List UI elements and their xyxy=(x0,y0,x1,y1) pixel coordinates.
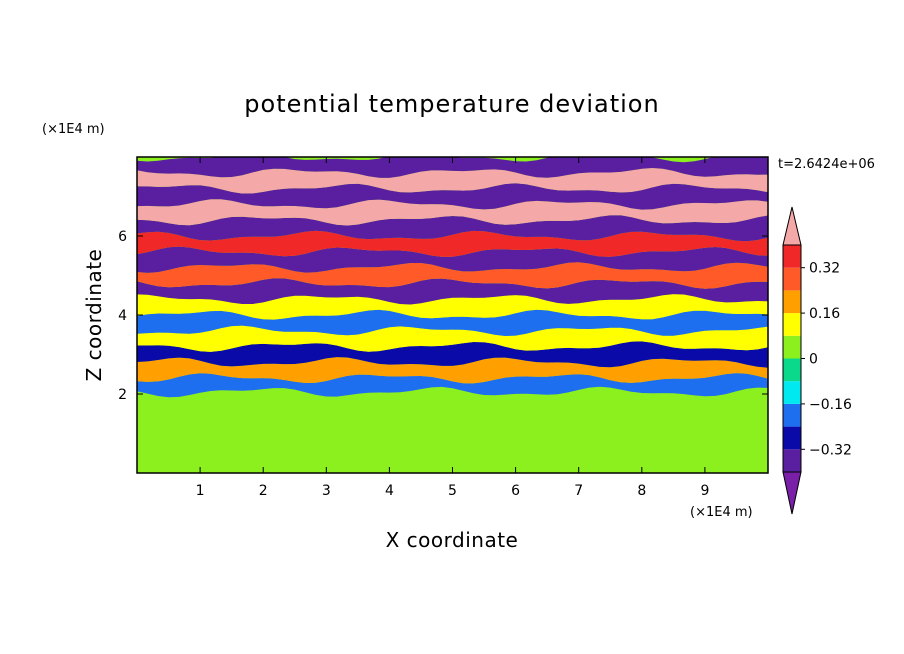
field-band xyxy=(137,262,768,289)
field-band xyxy=(137,157,768,178)
colorbar-segment xyxy=(783,449,801,472)
colorbar-tick-label: 0 xyxy=(809,352,818,368)
y-axis-label: Z coordinate xyxy=(82,249,106,382)
colorbar-tick-label: −0.32 xyxy=(809,442,852,458)
field-band xyxy=(137,377,768,427)
time-label: t=2.6424e+06 xyxy=(778,157,875,172)
y-axis: 2 4 6 xyxy=(118,229,768,403)
colorbar-tick-label: −0.16 xyxy=(809,397,852,413)
x-axis-label: X coordinate xyxy=(386,528,519,552)
x-tick-label: 1 xyxy=(196,483,205,499)
x-tick-label: 4 xyxy=(385,483,394,499)
x-tick-label: 9 xyxy=(700,483,709,499)
colorbar-segment xyxy=(783,313,801,336)
colorbar: 0.32 0.16 0 −0.16 −0.32 xyxy=(782,206,852,515)
field-band xyxy=(137,215,768,242)
field-band xyxy=(137,325,768,352)
colorbar-segment xyxy=(783,267,801,291)
field-band xyxy=(137,294,768,320)
y-tick-label: 4 xyxy=(118,308,127,324)
colorbar-segment xyxy=(783,245,801,268)
y-unit-label: (×1E4 m) xyxy=(42,122,105,137)
field-band xyxy=(137,309,768,336)
field-band xyxy=(137,341,768,368)
field-band xyxy=(137,230,768,257)
field-band xyxy=(137,183,768,210)
field-band xyxy=(137,246,768,273)
field-band xyxy=(137,199,768,226)
field-band xyxy=(137,168,768,194)
field-band xyxy=(137,357,768,384)
x-tick-label: 7 xyxy=(574,483,583,499)
colorbar-tick-label: 0.32 xyxy=(809,261,840,277)
x-tick-label: 5 xyxy=(448,483,457,499)
contour-field xyxy=(137,157,768,473)
field-band xyxy=(137,278,768,305)
plot-area: 1 2 3 4 5 6 7 8 9 2 4 6 xyxy=(118,156,769,499)
y-tick-label: 6 xyxy=(118,229,127,245)
colorbar-segment xyxy=(783,358,801,382)
colorbar-min-arrow xyxy=(782,471,802,515)
colorbar-max-arrow xyxy=(782,206,802,246)
y-tick-label: 2 xyxy=(118,387,127,403)
chart-title: potential temperature deviation xyxy=(244,90,659,118)
field-band xyxy=(137,373,768,398)
x-axis: 1 2 3 4 5 6 7 8 9 xyxy=(196,157,709,499)
colorbar-segment xyxy=(783,403,801,427)
x-tick-label: 3 xyxy=(322,483,331,499)
colorbar-segment xyxy=(783,290,801,314)
colorbar-segment xyxy=(783,381,801,404)
x-tick-label: 2 xyxy=(259,483,268,499)
field-band xyxy=(137,425,768,473)
colorbar-tick-label: 0.16 xyxy=(809,306,840,322)
x-tick-label: 8 xyxy=(637,483,646,499)
x-unit-label: (×1E4 m) xyxy=(690,505,753,520)
field-band xyxy=(137,397,768,454)
x-tick-label: 6 xyxy=(511,483,520,499)
colorbar-segment xyxy=(783,426,801,450)
colorbar-segment xyxy=(783,335,801,359)
